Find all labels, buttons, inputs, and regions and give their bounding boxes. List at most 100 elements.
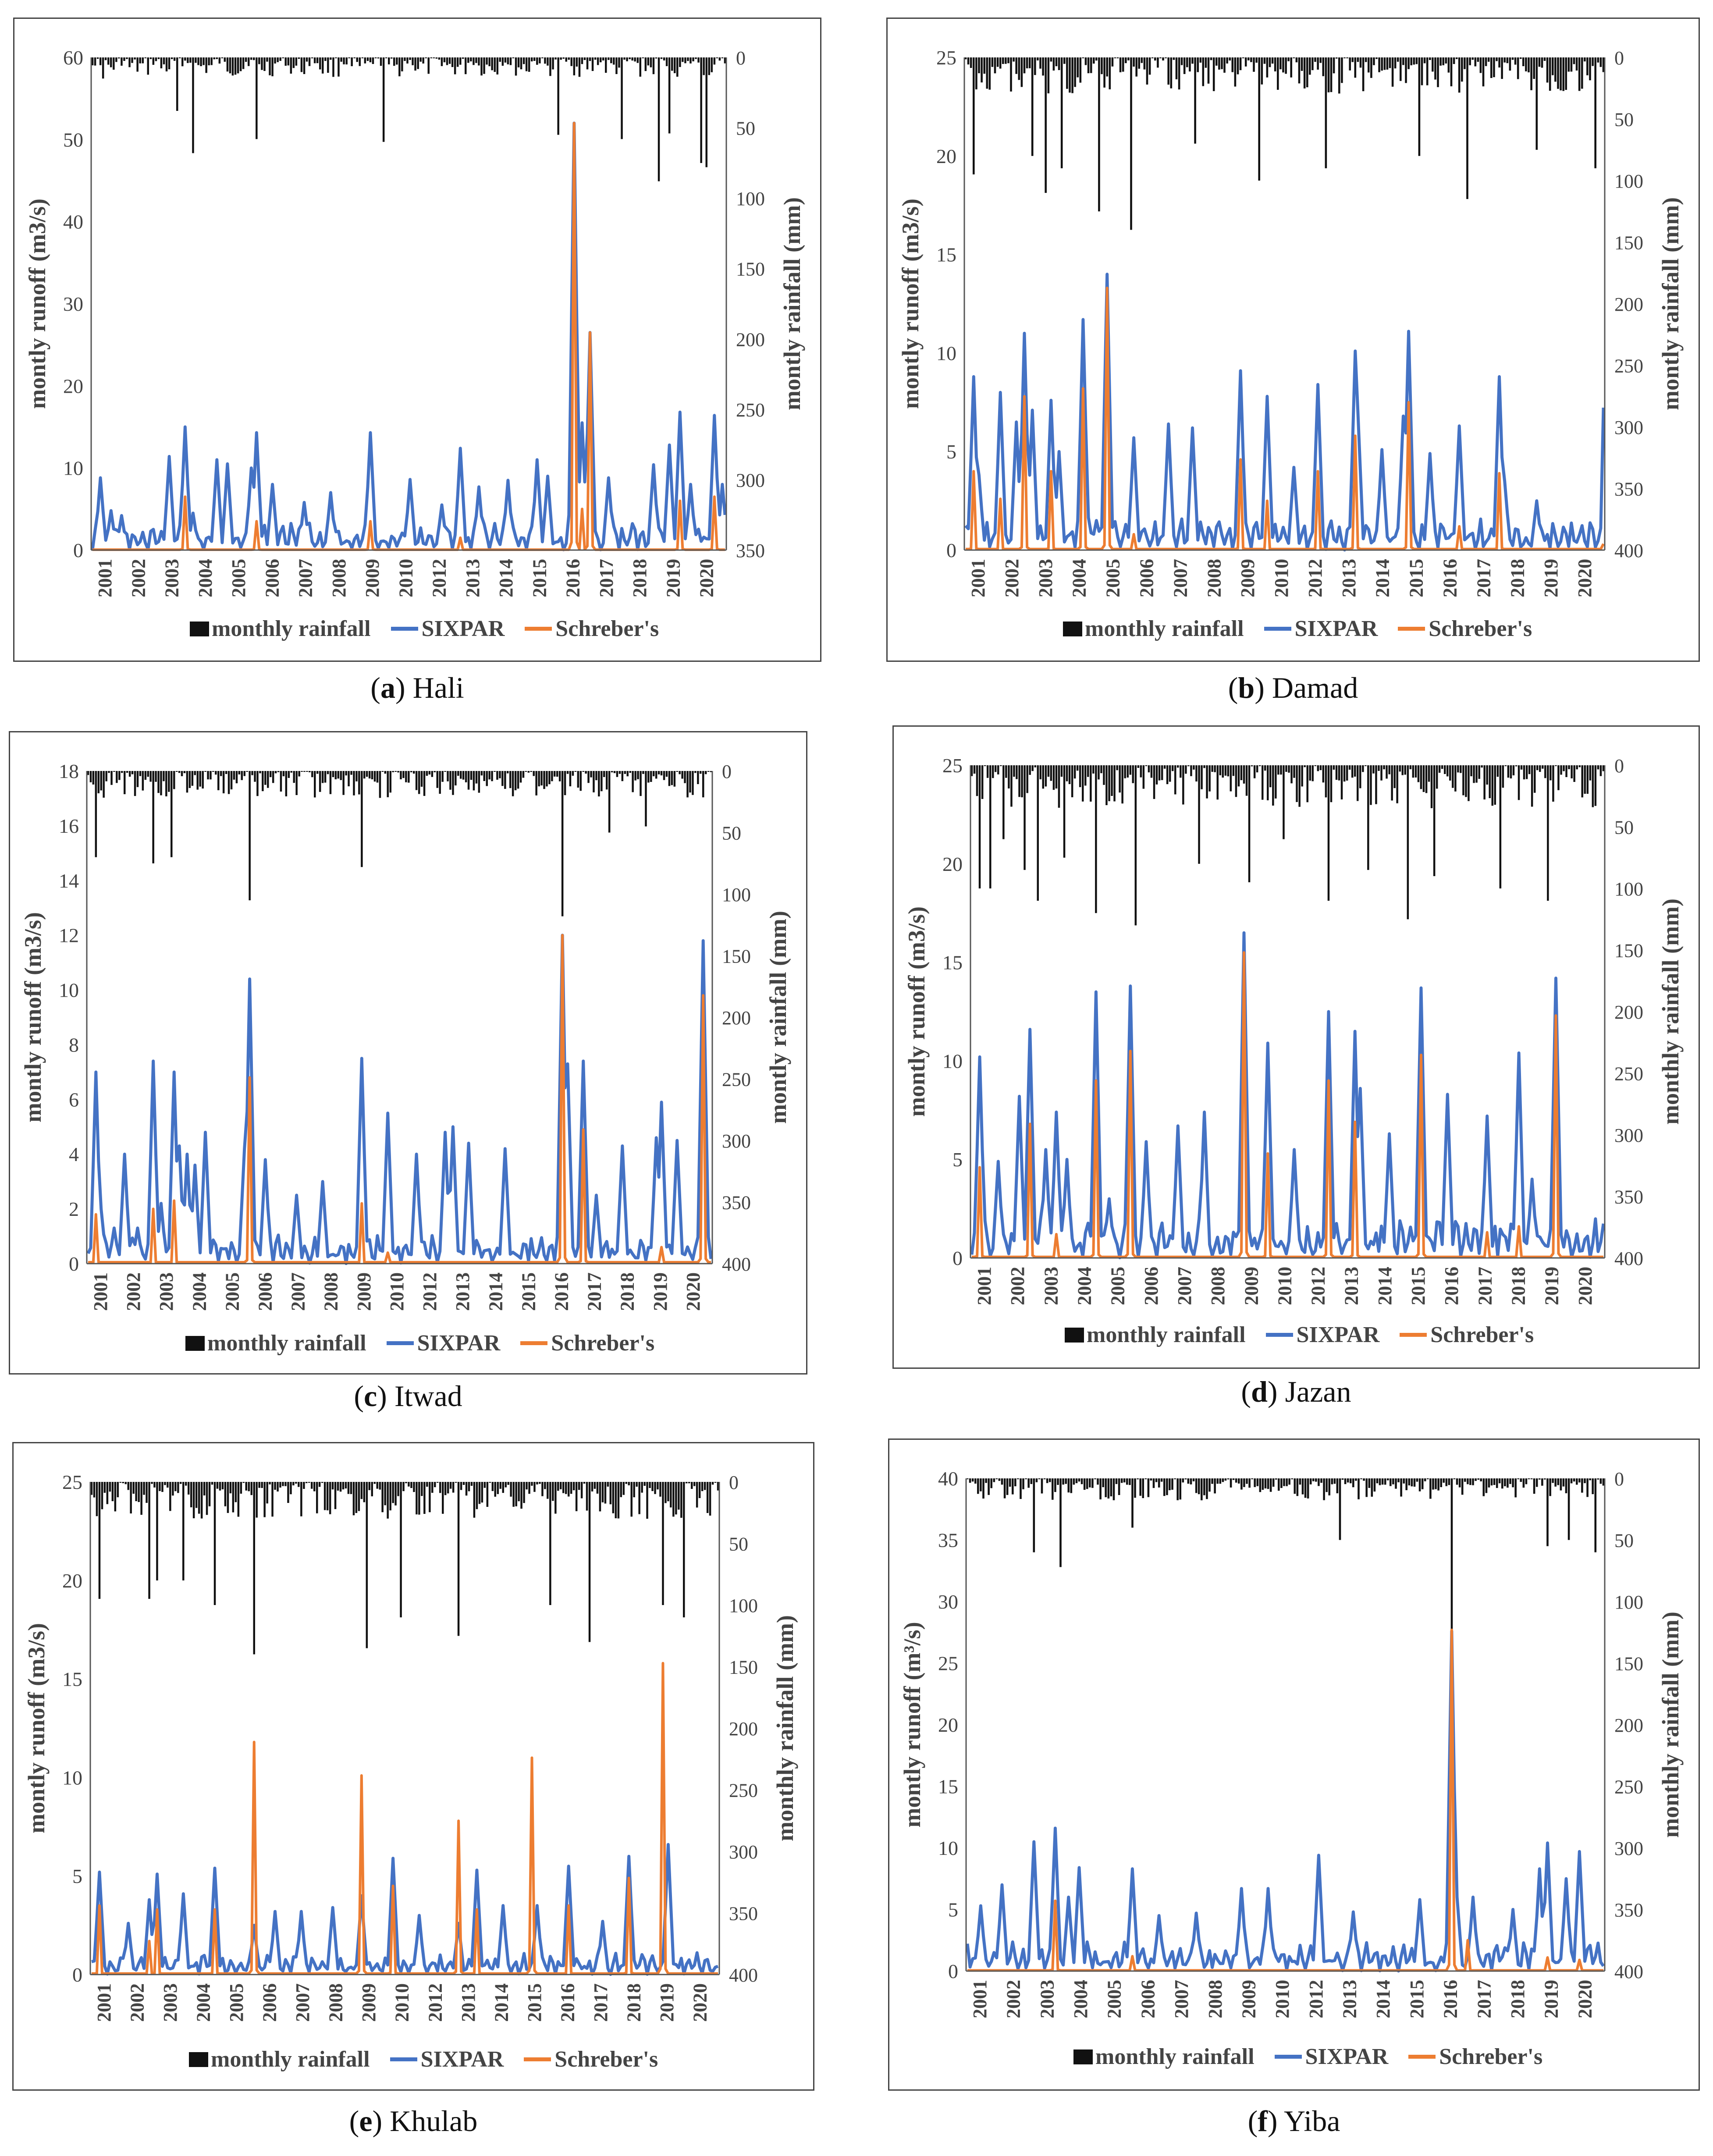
rainfall-bar: [993, 1478, 995, 1482]
rainfall-bar: [1442, 57, 1444, 65]
rainfall-bar: [446, 57, 448, 65]
rainfall-bar: [419, 57, 422, 62]
rainfall-bar: [373, 771, 376, 782]
rainfall-bar: [1178, 57, 1180, 90]
sixpar-series-line: [91, 1843, 719, 1976]
rainfall-bar: [212, 771, 214, 772]
rainfall-bar: [1469, 1478, 1471, 1485]
caption-b: (b) Damad: [1228, 671, 1358, 704]
rainfall-bar: [124, 771, 126, 794]
rainfall-bar: [608, 57, 610, 60]
rainfall-bar: [1368, 57, 1370, 73]
rainfall-bar: [235, 1482, 237, 1502]
rainfall-bar: [190, 1482, 192, 1507]
rainfall-bar: [1301, 1478, 1304, 1495]
rainfall-bar: [371, 1482, 373, 1496]
rainfall-bar: [1533, 57, 1535, 79]
rainfall-bar: [392, 1482, 394, 1503]
rainfall-bar: [195, 1482, 198, 1508]
rainfall-bar: [1467, 1478, 1469, 1485]
rainfall-bar: [1396, 765, 1398, 803]
rainfall-bar: [1195, 765, 1198, 781]
rainfall-bar: [118, 771, 121, 780]
rainfall-bar: [274, 57, 276, 64]
rainfall-bar: [1474, 57, 1477, 67]
rainfall-bar: [716, 57, 718, 58]
rainfall-bar: [1254, 1478, 1256, 1487]
x-tick-label: 2012: [1304, 559, 1326, 597]
rainfall-bar: [1565, 1478, 1567, 1493]
right-tick-label: 150: [736, 259, 765, 280]
rainfall-bar: [1515, 765, 1518, 767]
rainfall-bar: [1560, 57, 1562, 91]
rainfall-bar: [1535, 57, 1538, 150]
x-tick-label: 2003: [161, 559, 183, 597]
caption-c: (c) Itwad: [354, 1379, 462, 1413]
legend-label-rainfall: monthly rainfall: [211, 2047, 370, 2072]
y-axis-title-right: monthly rainfall (mm): [1657, 899, 1684, 1125]
rainfall-bar: [161, 1482, 163, 1492]
left-tick-label: 5: [952, 1148, 963, 1171]
rainfall-bar: [999, 57, 1002, 69]
rainfall-bar: [679, 57, 681, 67]
rainfall-bar: [1026, 765, 1028, 793]
rainfall-bar: [366, 1482, 368, 1648]
rainfall-bar: [1489, 765, 1491, 798]
rainfall-bar: [1266, 57, 1269, 78]
x-tick-label: 2019: [1541, 1267, 1563, 1305]
rainfall-bar: [995, 765, 997, 772]
rainfall-bar: [1552, 57, 1554, 75]
rainfall-bar: [1155, 1478, 1158, 1482]
rainfall-bar: [1015, 57, 1017, 74]
x-tick-label: 2007: [1171, 1980, 1192, 2018]
right-tick-label: 400: [1614, 1961, 1643, 1982]
rainfall-bar: [465, 1482, 468, 1496]
rainfall-bar: [1351, 57, 1354, 62]
rainfall-bar: [526, 1482, 528, 1490]
rainfall-bar: [211, 1482, 213, 1485]
rainfall-bar: [261, 1482, 263, 1488]
rainfall-bar: [345, 771, 347, 776]
rainfall-bar: [216, 57, 218, 59]
rainfall-bar: [988, 1478, 990, 1495]
rainfall-bar: [208, 1482, 211, 1506]
rainfall-bar: [1490, 1478, 1493, 1486]
rainfall-bar: [290, 1482, 292, 1495]
rainfall-bar: [352, 1482, 355, 1516]
rainfall-bar: [718, 57, 721, 61]
rainfall-bar: [226, 57, 229, 72]
rainfall-bar: [1180, 57, 1183, 65]
rainfall-bar: [1494, 765, 1496, 805]
rainfall-bar: [394, 771, 397, 772]
rainfall-bar: [1077, 57, 1079, 78]
rainfall-bar: [586, 57, 589, 70]
rainfall-bar: [1405, 1478, 1407, 1490]
rainfall-bar: [167, 1482, 169, 1488]
x-tick-label: 2020: [1574, 1267, 1596, 1305]
legend-label-schreber: Schreber's: [1439, 2044, 1543, 2069]
rainfall-bar: [379, 1482, 381, 1490]
rainfall-bar: [329, 1482, 331, 1514]
rainfall-bar: [131, 771, 134, 774]
rainfall-bar: [583, 57, 586, 60]
rainfall-bar: [287, 57, 289, 66]
rainfall-bar: [1035, 1478, 1038, 1482]
rainfall-bar: [1443, 1478, 1445, 1483]
rainfall-bar: [321, 771, 324, 783]
rainfall-bar: [659, 1482, 661, 1497]
rainfall-bar: [494, 1482, 496, 1497]
rainfall-bar: [1153, 765, 1155, 799]
x-tick-label: 2003: [156, 1272, 177, 1311]
rainfall-bar: [1571, 765, 1573, 778]
rainfall-bar: [449, 1482, 452, 1489]
x-tick-label: 2004: [195, 559, 216, 597]
x-tick-label: 2004: [1073, 1267, 1095, 1305]
rainfall-bar: [1341, 1478, 1344, 1480]
x-tick-label: 2008: [325, 1983, 347, 2022]
rainfall-bar: [1269, 765, 1272, 788]
rainfall-bar: [1461, 57, 1463, 82]
rainfall-bar: [1224, 765, 1227, 776]
left-tick-label: 10: [938, 1837, 958, 1859]
rainfall-bar: [126, 57, 128, 59]
rainfall-bar: [684, 771, 686, 783]
